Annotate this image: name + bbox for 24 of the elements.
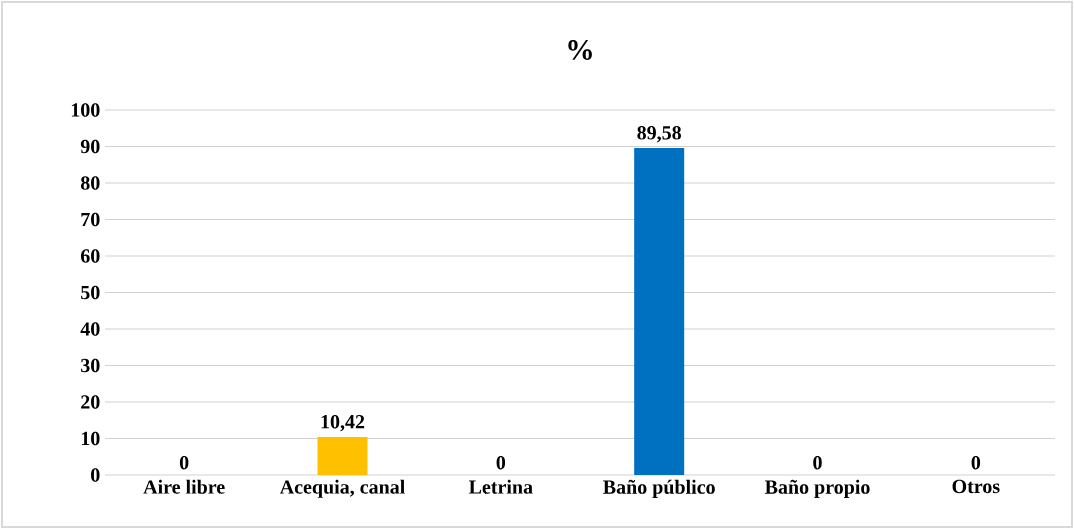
y-tick-label: 50 bbox=[81, 285, 100, 300]
y-tick-label: 0 bbox=[91, 468, 100, 482]
y-tick-label: 100 bbox=[71, 103, 100, 117]
data-label: 89,58 bbox=[637, 126, 681, 143]
data-label: 10,42 bbox=[321, 414, 365, 432]
y-tick-label: 90 bbox=[80, 139, 100, 154]
y-tick-label: 60 bbox=[80, 249, 100, 263]
x-tick-label: Otros bbox=[952, 479, 1000, 494]
x-tick-label: Letrina bbox=[468, 479, 533, 494]
x-tick-label: Acequia, canal bbox=[279, 479, 405, 498]
y-tick-label: 80 bbox=[80, 176, 100, 190]
data-label: 0 bbox=[496, 455, 506, 470]
data-label: 0 bbox=[971, 455, 981, 470]
y-tick-label: 30 bbox=[81, 358, 100, 373]
y-tick-label: 20 bbox=[81, 395, 100, 409]
chart-title: % bbox=[568, 40, 592, 60]
y-tick-label: 10 bbox=[81, 431, 100, 446]
data-label: 0 bbox=[179, 455, 189, 470]
data-label: 0 bbox=[813, 455, 822, 470]
y-tick-label: 70 bbox=[81, 212, 100, 227]
x-tick-label: Baño propio bbox=[764, 479, 870, 498]
y-tick-label: 40 bbox=[80, 322, 100, 336]
x-tick-label: Aire libre bbox=[143, 479, 225, 494]
x-tick-label: Baño público bbox=[603, 479, 715, 498]
